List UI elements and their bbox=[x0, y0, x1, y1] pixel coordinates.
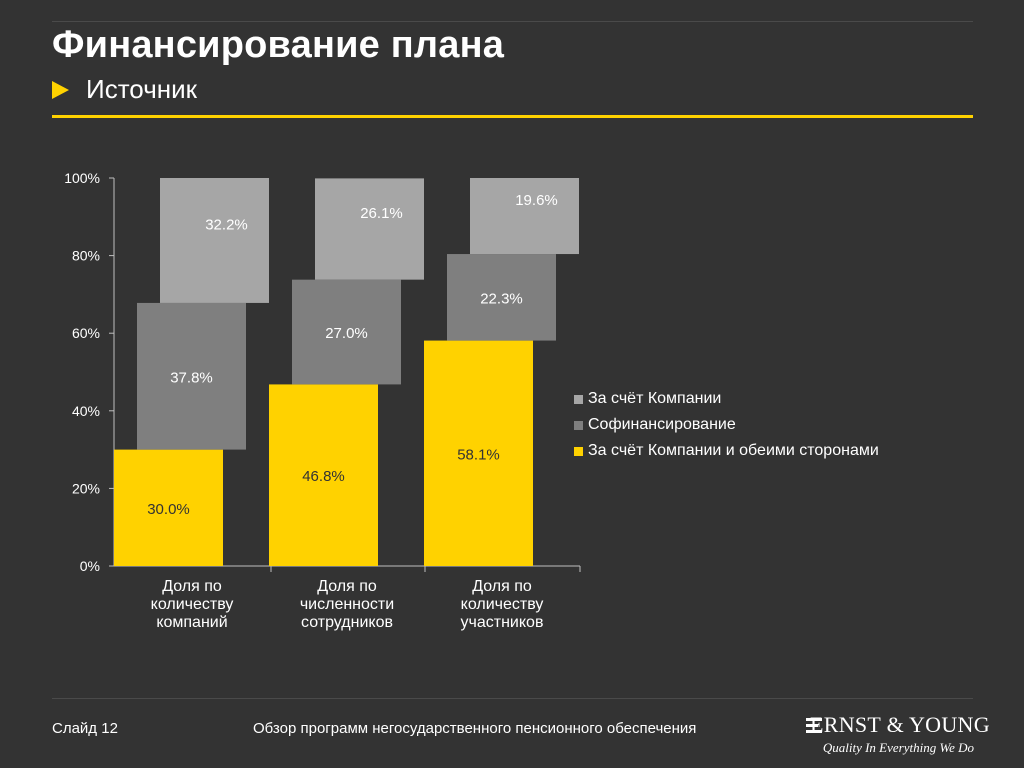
y-tick-label: 0% bbox=[80, 558, 100, 574]
bar-segment bbox=[160, 178, 269, 303]
data-label: 32.2% bbox=[205, 216, 248, 233]
y-tick-label: 60% bbox=[72, 325, 100, 341]
data-label: 22.3% bbox=[480, 290, 523, 307]
slide-number: Слайд 12 bbox=[52, 720, 118, 737]
page-title: Финансирование плана bbox=[52, 24, 505, 66]
page-subtitle: Источник bbox=[86, 74, 197, 104]
bar-segment bbox=[315, 178, 424, 280]
bar-segment bbox=[470, 178, 579, 255]
bar-segment bbox=[269, 384, 378, 566]
data-label: 30.0% bbox=[147, 501, 190, 518]
legend-swatch bbox=[574, 394, 583, 404]
legend-label: Софинансирование bbox=[588, 416, 736, 433]
data-label: 27.0% bbox=[325, 325, 368, 342]
bar-segment bbox=[114, 449, 223, 566]
category-label: Доля по количеству компаний bbox=[150, 578, 234, 631]
footer-title: Обзор программ негосударственного пенсио… bbox=[253, 720, 697, 737]
chart-legend: За счёт Компании Софинансирование За счёт … bbox=[574, 386, 879, 464]
legend-item: За счёт Компании и обеими сторонами bbox=[574, 438, 879, 464]
company-logo: ERNST & YOUNG Quality In Everything We D… bbox=[806, 712, 990, 756]
legend-item: Софинансирование bbox=[574, 412, 879, 438]
legend-label: За счёт Компании и обеими сторонами bbox=[588, 442, 879, 459]
bar-segment bbox=[447, 254, 556, 341]
legend-label: За счёт Компании bbox=[588, 390, 722, 407]
legend-item: За счёт Компании bbox=[574, 386, 879, 412]
category-label: Доля по количеству участников bbox=[460, 578, 544, 631]
data-label: 46.8% bbox=[302, 468, 345, 485]
data-label: 37.8% bbox=[170, 369, 213, 386]
play-arrow-icon bbox=[52, 80, 69, 99]
y-tick-label: 80% bbox=[72, 248, 100, 264]
footer-divider bbox=[52, 698, 973, 699]
legend-swatch bbox=[574, 420, 583, 430]
logo-name: ERNST & YOUNG bbox=[810, 712, 990, 737]
legend-swatch bbox=[574, 446, 583, 456]
y-tick-label: 20% bbox=[72, 480, 100, 496]
data-label: 19.6% bbox=[515, 192, 558, 209]
category-label: Доля по численности сотрудников bbox=[299, 578, 395, 631]
accent-divider bbox=[52, 115, 973, 118]
y-tick-label: 100% bbox=[64, 170, 100, 186]
data-label: 58.1% bbox=[457, 446, 500, 463]
y-tick-label: 40% bbox=[72, 403, 100, 419]
top-divider bbox=[52, 21, 973, 22]
bar-segment bbox=[424, 340, 533, 566]
bar-segment bbox=[292, 279, 401, 385]
subtitle-row: Источник bbox=[52, 74, 197, 105]
data-label: 26.1% bbox=[360, 205, 403, 222]
bar-segment bbox=[137, 302, 246, 450]
logo-tagline: Quality In Everything We Do bbox=[822, 740, 974, 755]
